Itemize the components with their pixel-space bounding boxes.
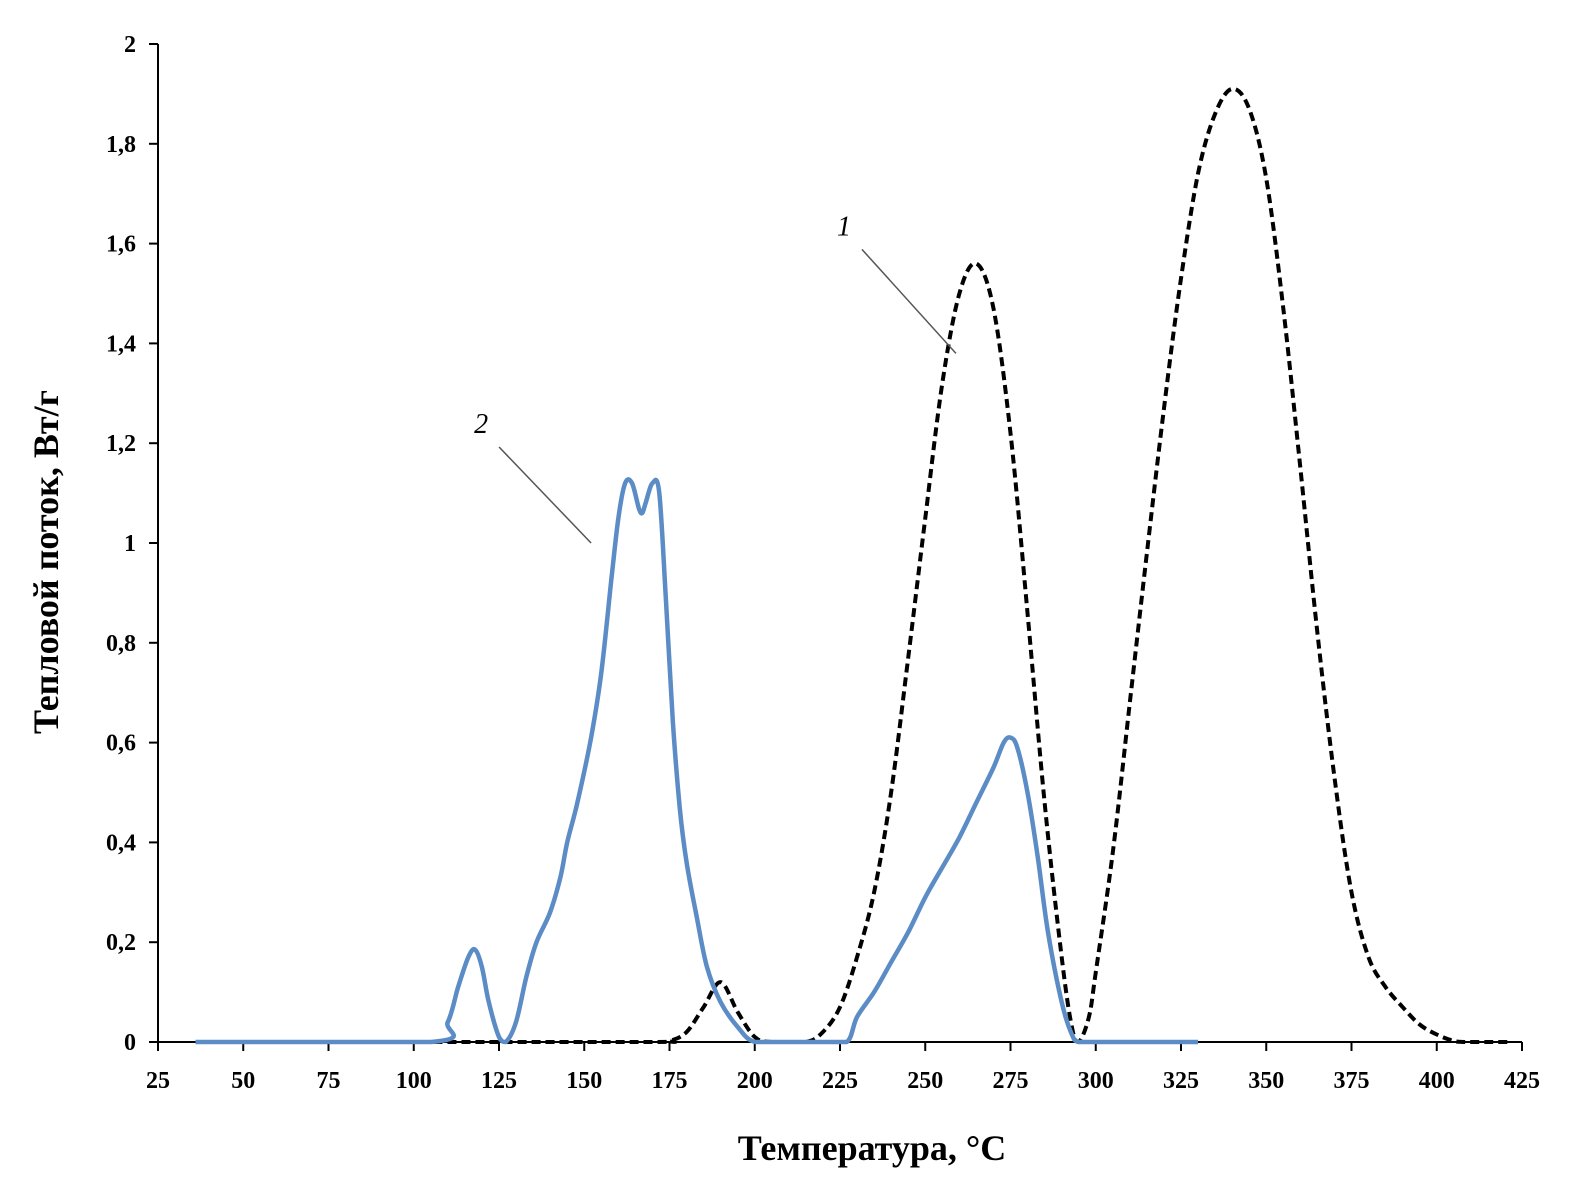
x-tick-label: 250 bbox=[907, 1068, 943, 1094]
series-1-line bbox=[195, 86, 1509, 1045]
curve-label-leader bbox=[861, 248, 957, 354]
y-tick-label: 0,4 bbox=[106, 830, 136, 856]
curve-label-1: 1 bbox=[837, 211, 851, 242]
x-tick-label: 175 bbox=[652, 1068, 688, 1094]
y-tick-label: 0 bbox=[124, 1030, 136, 1056]
x-tick-label: 400 bbox=[1419, 1068, 1455, 1094]
x-tick-label: 200 bbox=[737, 1068, 773, 1094]
y-tick-label: 1,8 bbox=[106, 132, 136, 158]
y-tick-label: 1 bbox=[124, 531, 136, 557]
x-tick-label: 225 bbox=[822, 1068, 858, 1094]
x-tick-label: 25 bbox=[146, 1068, 170, 1094]
y-tick-label: 0,6 bbox=[106, 731, 136, 757]
y-tick-label: 2 bbox=[124, 32, 136, 58]
x-tick-label: 50 bbox=[231, 1068, 255, 1094]
x-tick-label: 100 bbox=[396, 1068, 432, 1094]
y-tick-label: 1,6 bbox=[106, 232, 136, 258]
x-tick-label: 375 bbox=[1334, 1068, 1370, 1094]
curve-label-leader bbox=[498, 446, 592, 544]
y-tick-label: 1,4 bbox=[106, 331, 136, 357]
x-tick-label: 75 bbox=[317, 1068, 341, 1094]
x-tick-label: 275 bbox=[993, 1068, 1029, 1094]
series-2-line bbox=[195, 477, 1198, 1045]
y-tick-label: 0,2 bbox=[106, 930, 136, 956]
x-tick-label: 425 bbox=[1504, 1068, 1540, 1094]
y-tick-label: 1,2 bbox=[106, 431, 136, 457]
x-axis-title: Температура, °C bbox=[738, 1128, 1007, 1168]
x-tick-label: 350 bbox=[1248, 1068, 1284, 1094]
curve-label-2: 2 bbox=[474, 409, 488, 440]
y-axis-title: Тепловой поток, Вт/г bbox=[26, 390, 66, 734]
x-tick-label: 300 bbox=[1078, 1068, 1114, 1094]
y-tick-label: 0,8 bbox=[106, 631, 136, 657]
x-tick-label: 325 bbox=[1163, 1068, 1199, 1094]
x-tick-label: 150 bbox=[566, 1068, 602, 1094]
x-tick-label: 125 bbox=[481, 1068, 517, 1094]
